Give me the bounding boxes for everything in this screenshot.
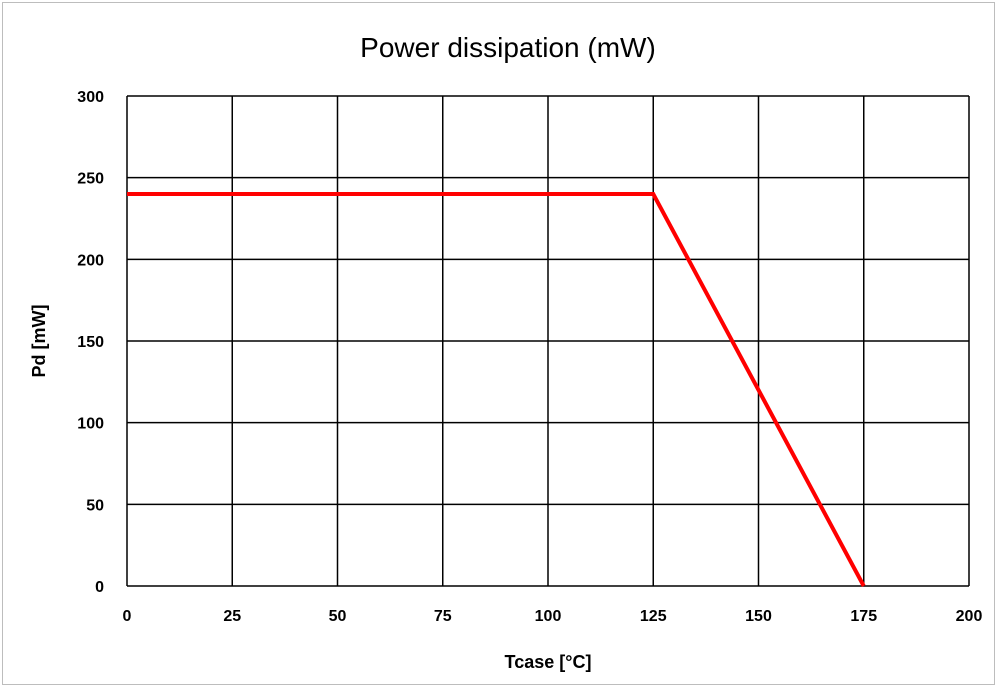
x-tick-label: 100 <box>535 608 562 625</box>
x-tick-labels: 0 25 50 75 100 125 150 175 200 <box>123 608 983 625</box>
y-tick-label: 300 <box>77 89 104 106</box>
y-axis-label: Pd [mW] <box>29 305 49 378</box>
y-tick-label: 100 <box>77 416 104 433</box>
series-layer <box>126 192 866 587</box>
y-tick-label: 50 <box>86 497 104 514</box>
grid <box>126 95 970 587</box>
x-tick-label: 75 <box>434 608 452 625</box>
x-tick-label: 150 <box>745 608 772 625</box>
y-tick-labels: 0 50 100 150 200 250 300 <box>77 89 104 596</box>
series-line <box>127 192 866 587</box>
x-axis-label: Tcase [°C] <box>505 652 592 672</box>
chart-title: Power dissipation (mW) <box>360 32 656 63</box>
y-tick-label: 150 <box>77 334 104 351</box>
x-tick-label: 25 <box>223 608 241 625</box>
y-tick-label: 0 <box>95 579 104 596</box>
x-tick-label: 125 <box>640 608 667 625</box>
x-tick-label: 50 <box>329 608 347 625</box>
y-tick-label: 200 <box>77 252 104 269</box>
x-tick-label: 0 <box>123 608 132 625</box>
x-tick-label: 200 <box>956 608 983 625</box>
y-tick-label: 250 <box>77 171 104 188</box>
x-tick-label: 175 <box>850 608 877 625</box>
